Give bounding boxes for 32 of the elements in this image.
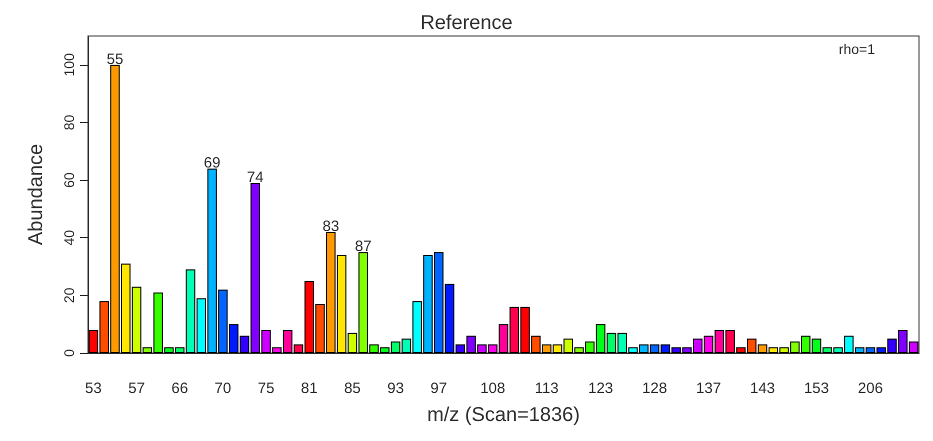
- x-tick-label: 70: [214, 380, 232, 397]
- y-tick-label: 40: [61, 230, 77, 246]
- x-tick-label: 75: [258, 380, 274, 397]
- x-tick-label: 66: [171, 380, 188, 397]
- x-tick-label: 108: [480, 380, 506, 397]
- chart-title: Reference: [420, 12, 513, 34]
- x-tick-label: 85: [344, 380, 361, 397]
- y-tick-label: 20: [61, 287, 77, 304]
- annotation: 74: [246, 168, 264, 186]
- annotation: 55: [106, 50, 124, 68]
- x-tick-label: 143: [750, 380, 776, 397]
- x-tick-label: 81: [300, 380, 318, 397]
- y-tick-label: 0: [61, 348, 77, 357]
- x-tick-label: 153: [804, 380, 829, 397]
- annotation: 87: [354, 238, 372, 256]
- y-axis-title: Abundance: [25, 144, 47, 246]
- x-tick-label: 57: [128, 380, 145, 397]
- y-tick-label: 60: [61, 172, 77, 188]
- y-tick-label: 80: [61, 114, 77, 130]
- annotation: 69: [204, 154, 220, 172]
- x-tick-label: 123: [588, 380, 614, 397]
- x-tick-label: 137: [696, 380, 722, 397]
- x-tick-label: 53: [85, 380, 102, 397]
- x-tick-label: 93: [387, 380, 404, 397]
- annotation: rho=1: [838, 41, 876, 57]
- x-tick-label: 206: [858, 380, 883, 397]
- annotation: 83: [322, 218, 340, 235]
- x-axis-title: m/z (Scan=1836): [427, 404, 580, 426]
- x-tick-label: 97: [430, 380, 448, 397]
- y-tick-label: 100: [61, 52, 77, 76]
- x-tick-label: 128: [642, 380, 668, 397]
- x-tick-label: 113: [534, 380, 559, 397]
